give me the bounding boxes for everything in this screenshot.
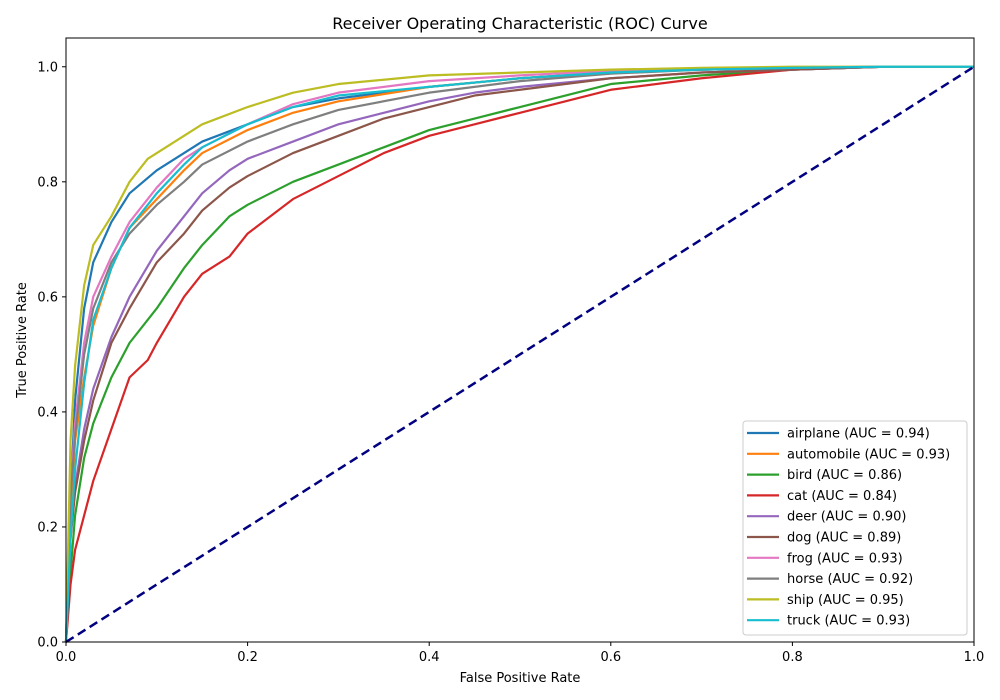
x-tick-label: 0.2 bbox=[237, 650, 258, 665]
legend-label: bird (AUC = 0.86) bbox=[787, 468, 902, 483]
x-tick-label: 0.4 bbox=[419, 650, 440, 665]
series-line-5 bbox=[64, 65, 974, 643]
legend-label: airplane (AUC = 0.94) bbox=[787, 427, 930, 442]
legend-label: cat (AUC = 0.84) bbox=[787, 489, 897, 504]
y-axis: 0.0 0.2 0.4 0.6 0.8 1.0 bbox=[37, 60, 66, 651]
legend-label: truck (AUC = 0.93) bbox=[787, 614, 910, 629]
legend-label: ship (AUC = 0.95) bbox=[787, 593, 904, 608]
y-tick-label: 1.0 bbox=[37, 60, 58, 75]
baseline-layer bbox=[65, 65, 975, 644]
x-axis: 0.0 0.2 0.4 0.6 0.8 1.0 bbox=[56, 642, 985, 665]
x-tick-label: 0.8 bbox=[782, 650, 803, 665]
series-line-9 bbox=[64, 65, 974, 643]
x-axis-label: False Positive Rate bbox=[460, 671, 581, 686]
y-tick-label: 0.6 bbox=[37, 290, 58, 305]
x-tick-label: 0.0 bbox=[56, 650, 77, 665]
legend: airplane (AUC = 0.94) automobile (AUC = 0… bbox=[742, 420, 968, 636]
legend-label: dog (AUC = 0.89) bbox=[787, 531, 901, 546]
x-tick-label: 0.6 bbox=[600, 650, 621, 665]
legend-label: frog (AUC = 0.93) bbox=[787, 551, 903, 566]
series-line-3 bbox=[64, 65, 974, 643]
series-line-8 bbox=[64, 65, 974, 643]
legend-label: horse (AUC = 0.92) bbox=[787, 572, 913, 587]
y-tick-label: 0.4 bbox=[37, 405, 58, 420]
series-line-2 bbox=[64, 65, 974, 643]
y-tick-label: 0.0 bbox=[37, 636, 58, 651]
legend-label: automobile (AUC = 0.93) bbox=[787, 447, 950, 462]
plot-frame bbox=[65, 37, 975, 643]
legend-items: airplane (AUC = 0.94) automobile (AUC = 0… bbox=[747, 427, 950, 629]
y-axis-label: True Positive Rate bbox=[15, 282, 30, 399]
legend-label: deer (AUC = 0.90) bbox=[787, 510, 906, 525]
y-tick-label: 0.2 bbox=[37, 520, 58, 535]
legend-box bbox=[742, 420, 968, 636]
x-tick-label: 1.0 bbox=[964, 650, 985, 665]
chart-title: Receiver Operating Characteristic (ROC) … bbox=[332, 14, 707, 33]
y-tick-label: 0.8 bbox=[37, 175, 58, 190]
baseline-diagonal bbox=[65, 65, 975, 644]
series-layer bbox=[64, 65, 974, 643]
